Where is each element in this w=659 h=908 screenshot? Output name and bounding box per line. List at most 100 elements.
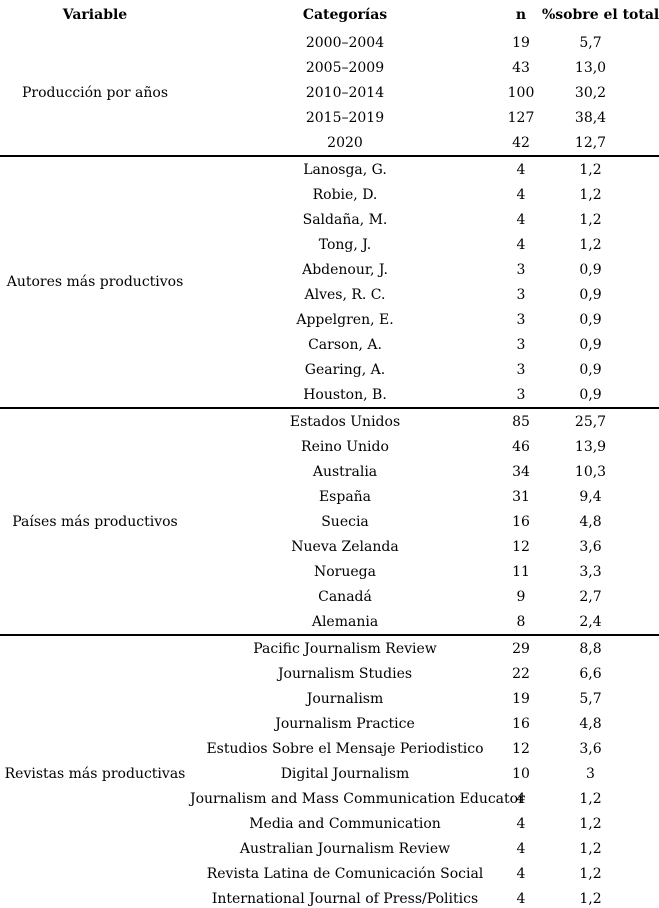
n-value-cell: 3 xyxy=(516,261,526,278)
category-cell: Canadá xyxy=(318,588,372,605)
category-cell: 2015–2019 xyxy=(305,109,385,126)
percent-value-cell: 13,0 xyxy=(574,59,607,76)
percent-value-cell: 1,2 xyxy=(579,161,602,178)
table-row: Gearing, A. 3 0,9 xyxy=(0,357,659,382)
n-value-cell: 11 xyxy=(512,563,530,580)
table-row: Journalism and Mass Communication Educat… xyxy=(0,786,659,811)
table-row: Países más productivos Estados Unidos 85 25… xyxy=(0,408,659,530)
n-value-cell: 4 xyxy=(516,790,526,807)
percent-value-cell: 5,7 xyxy=(579,690,602,707)
percent-value-cell: 0,9 xyxy=(579,261,602,278)
table-row: España 31 9,4 xyxy=(0,484,659,509)
percent-value-cell: 25,7 xyxy=(574,413,607,430)
category-cell: 2020 xyxy=(327,134,363,151)
n-value-cell: 34 xyxy=(512,463,530,480)
category-cell: Alemania xyxy=(311,613,379,630)
n-value-cell: 3 xyxy=(516,386,526,403)
n-value-cell: 4 xyxy=(516,840,526,857)
percent-value-cell: 38,4 xyxy=(574,109,607,126)
percent-value-cell: 0,9 xyxy=(579,286,602,303)
category-cell: Australian Journalism Review xyxy=(239,840,451,857)
percent-value-cell: 1,2 xyxy=(579,840,602,857)
category-cell: Pacific Journalism Review xyxy=(253,640,437,657)
category-cell: 2010–2014 xyxy=(305,84,385,101)
percent-value-cell: 12,7 xyxy=(574,134,607,151)
variable-group-2: Autores más productivos Lanosga, G. 4 1,2 Ro… xyxy=(0,156,659,408)
category-cell: Australia xyxy=(312,463,378,480)
table-row: Journalism Practice 16 4,8 xyxy=(0,711,659,736)
col-header-percent: %sobre el total xyxy=(542,7,659,23)
table-row: 2010–2014 100 30,2 xyxy=(0,80,659,105)
n-value-cell: 127 xyxy=(507,109,535,126)
table-row: 2020 42 12,7 xyxy=(0,130,659,156)
n-value-cell: 19 xyxy=(512,690,530,707)
category-cell: Journalism xyxy=(306,690,384,707)
table-row: Australia 34 10,3 xyxy=(0,459,659,484)
n-value-cell: 4 xyxy=(516,865,526,882)
percent-value-cell: 1,2 xyxy=(579,186,602,203)
table-row: Canadá 9 2,7 xyxy=(0,584,659,609)
category-cell: Alves, R. C. xyxy=(304,286,386,303)
category-cell: Reino Unido xyxy=(301,438,389,455)
table-header: Variable Categorías n %sobre el total xyxy=(0,0,659,30)
n-value-cell: 22 xyxy=(512,665,530,682)
table-row: 2005–2009 43 13,0 xyxy=(0,55,659,80)
category-cell: Robie, D. xyxy=(312,186,378,203)
table-row: Saldaña, M. 4 1,2 xyxy=(0,207,659,232)
table-row: Abdenour, J. 3 0,9 xyxy=(0,257,659,282)
n-value-cell: 8 xyxy=(516,613,526,630)
n-value-cell: 42 xyxy=(512,134,530,151)
table-row: International Journal of Press/Politics 4… xyxy=(0,886,659,908)
percent-value-cell: 2,7 xyxy=(579,588,602,605)
n-value-cell: 100 xyxy=(507,84,535,101)
category-cell: Journalism Studies xyxy=(277,665,413,682)
table-row: Carson, A. 3 0,9 xyxy=(0,332,659,357)
category-cell: Digital Journalism xyxy=(280,765,410,782)
table-row: Digital Journalism 10 3 xyxy=(0,761,659,786)
category-cell: Gearing, A. xyxy=(304,361,386,378)
percent-value-cell: 0,9 xyxy=(579,336,602,353)
category-cell: Suecia xyxy=(321,513,369,530)
percent-value-cell: 9,4 xyxy=(579,488,602,505)
percent-value-cell: 13,9 xyxy=(574,438,607,455)
n-value-cell: 4 xyxy=(516,186,526,203)
col-header-variable: Variable xyxy=(62,7,128,23)
table-row: Alemania 8 2,4 xyxy=(0,609,659,635)
table-row: Journalism 19 5,7 xyxy=(0,686,659,711)
variable-label: Autores más productivos xyxy=(6,274,184,290)
variable-group-4: Revistas más productivas Pacific Journali… xyxy=(0,635,659,908)
col-header-categorias: Categorías xyxy=(302,7,388,23)
category-cell: Noruega xyxy=(314,563,376,580)
category-cell: Lanosga, G. xyxy=(303,161,387,178)
table-row: Robie, D. 4 1,2 xyxy=(0,182,659,207)
n-value-cell: 4 xyxy=(516,161,526,178)
percent-value-cell: 0,9 xyxy=(579,361,602,378)
n-value-cell: 4 xyxy=(516,211,526,228)
percent-value-cell: 1,2 xyxy=(579,236,602,253)
percent-value-cell: 1,2 xyxy=(579,211,602,228)
percent-value-cell: 3,3 xyxy=(579,563,602,580)
table-row: Autores más productivos Lanosga, G. 4 1,2 xyxy=(0,156,659,291)
category-cell: Revista Latina de Comunicación Social xyxy=(206,865,484,882)
table-row: 2015–2019 127 38,4 xyxy=(0,105,659,130)
percent-value-cell: 3 xyxy=(586,765,595,782)
category-cell: Houston, B. xyxy=(303,386,387,403)
variable-group-1: Producción por años 2000–2004 19 5,7 2005–20… xyxy=(0,30,659,156)
variable-label: Producción por años xyxy=(21,84,169,101)
category-cell: 2005–2009 xyxy=(305,59,385,76)
percent-value-cell: 10,3 xyxy=(574,463,607,480)
n-value-cell: 4 xyxy=(516,815,526,832)
table-row: Tong, J. 4 1,2 xyxy=(0,232,659,257)
percent-value-cell: 1,2 xyxy=(579,815,602,832)
n-value-cell: 85 xyxy=(512,413,530,430)
table-row: Noruega 11 3,3 xyxy=(0,559,659,584)
table-row: Suecia 16 4,8 xyxy=(0,509,659,534)
n-value-cell: 12 xyxy=(512,740,530,757)
category-cell: Media and Communication xyxy=(249,815,441,832)
percent-value-cell: 2,4 xyxy=(579,613,602,630)
percent-value-cell: 3,6 xyxy=(579,538,602,555)
variable-label: Países más productivos xyxy=(12,513,178,530)
n-value-cell: 43 xyxy=(512,59,530,76)
table-row: Appelgren, E. 3 0,9 xyxy=(0,307,659,332)
